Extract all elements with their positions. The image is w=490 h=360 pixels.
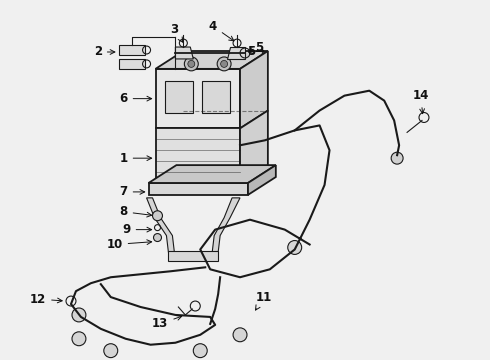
Circle shape: [184, 57, 198, 71]
Text: 1: 1: [120, 152, 151, 165]
Text: 4: 4: [209, 20, 234, 41]
Circle shape: [72, 308, 86, 322]
Text: 8: 8: [120, 205, 152, 218]
Text: 6: 6: [120, 92, 151, 105]
Circle shape: [153, 234, 162, 242]
Polygon shape: [155, 51, 268, 69]
Polygon shape: [147, 198, 174, 252]
Bar: [166, 81, 193, 113]
Polygon shape: [155, 129, 240, 183]
Bar: [148, 183, 248, 195]
Circle shape: [152, 211, 163, 221]
Bar: [119, 59, 145, 69]
Circle shape: [104, 344, 118, 357]
Text: 10: 10: [106, 238, 151, 251]
Bar: [119, 45, 145, 55]
Polygon shape: [248, 165, 276, 195]
Circle shape: [288, 240, 302, 255]
Text: 9: 9: [122, 223, 151, 236]
Circle shape: [72, 332, 86, 346]
Polygon shape: [212, 198, 240, 252]
Text: 3: 3: [170, 23, 183, 42]
Text: 12: 12: [30, 293, 62, 306]
Text: 2: 2: [94, 45, 115, 58]
Circle shape: [193, 344, 207, 357]
Text: 11: 11: [255, 291, 272, 310]
Text: 5: 5: [248, 41, 263, 54]
Circle shape: [188, 60, 195, 67]
Text: 13: 13: [152, 316, 182, 330]
Circle shape: [233, 328, 247, 342]
Polygon shape: [240, 111, 268, 183]
Polygon shape: [240, 51, 268, 129]
Polygon shape: [175, 47, 193, 59]
Bar: [169, 251, 218, 261]
Text: 14: 14: [413, 89, 429, 114]
Circle shape: [217, 57, 231, 71]
Circle shape: [220, 60, 227, 67]
Polygon shape: [148, 165, 276, 183]
Bar: [202, 81, 230, 113]
Polygon shape: [227, 47, 245, 59]
Circle shape: [391, 152, 403, 164]
Text: 5→: 5→: [247, 45, 265, 58]
Polygon shape: [155, 69, 240, 129]
Text: 7: 7: [120, 185, 145, 198]
